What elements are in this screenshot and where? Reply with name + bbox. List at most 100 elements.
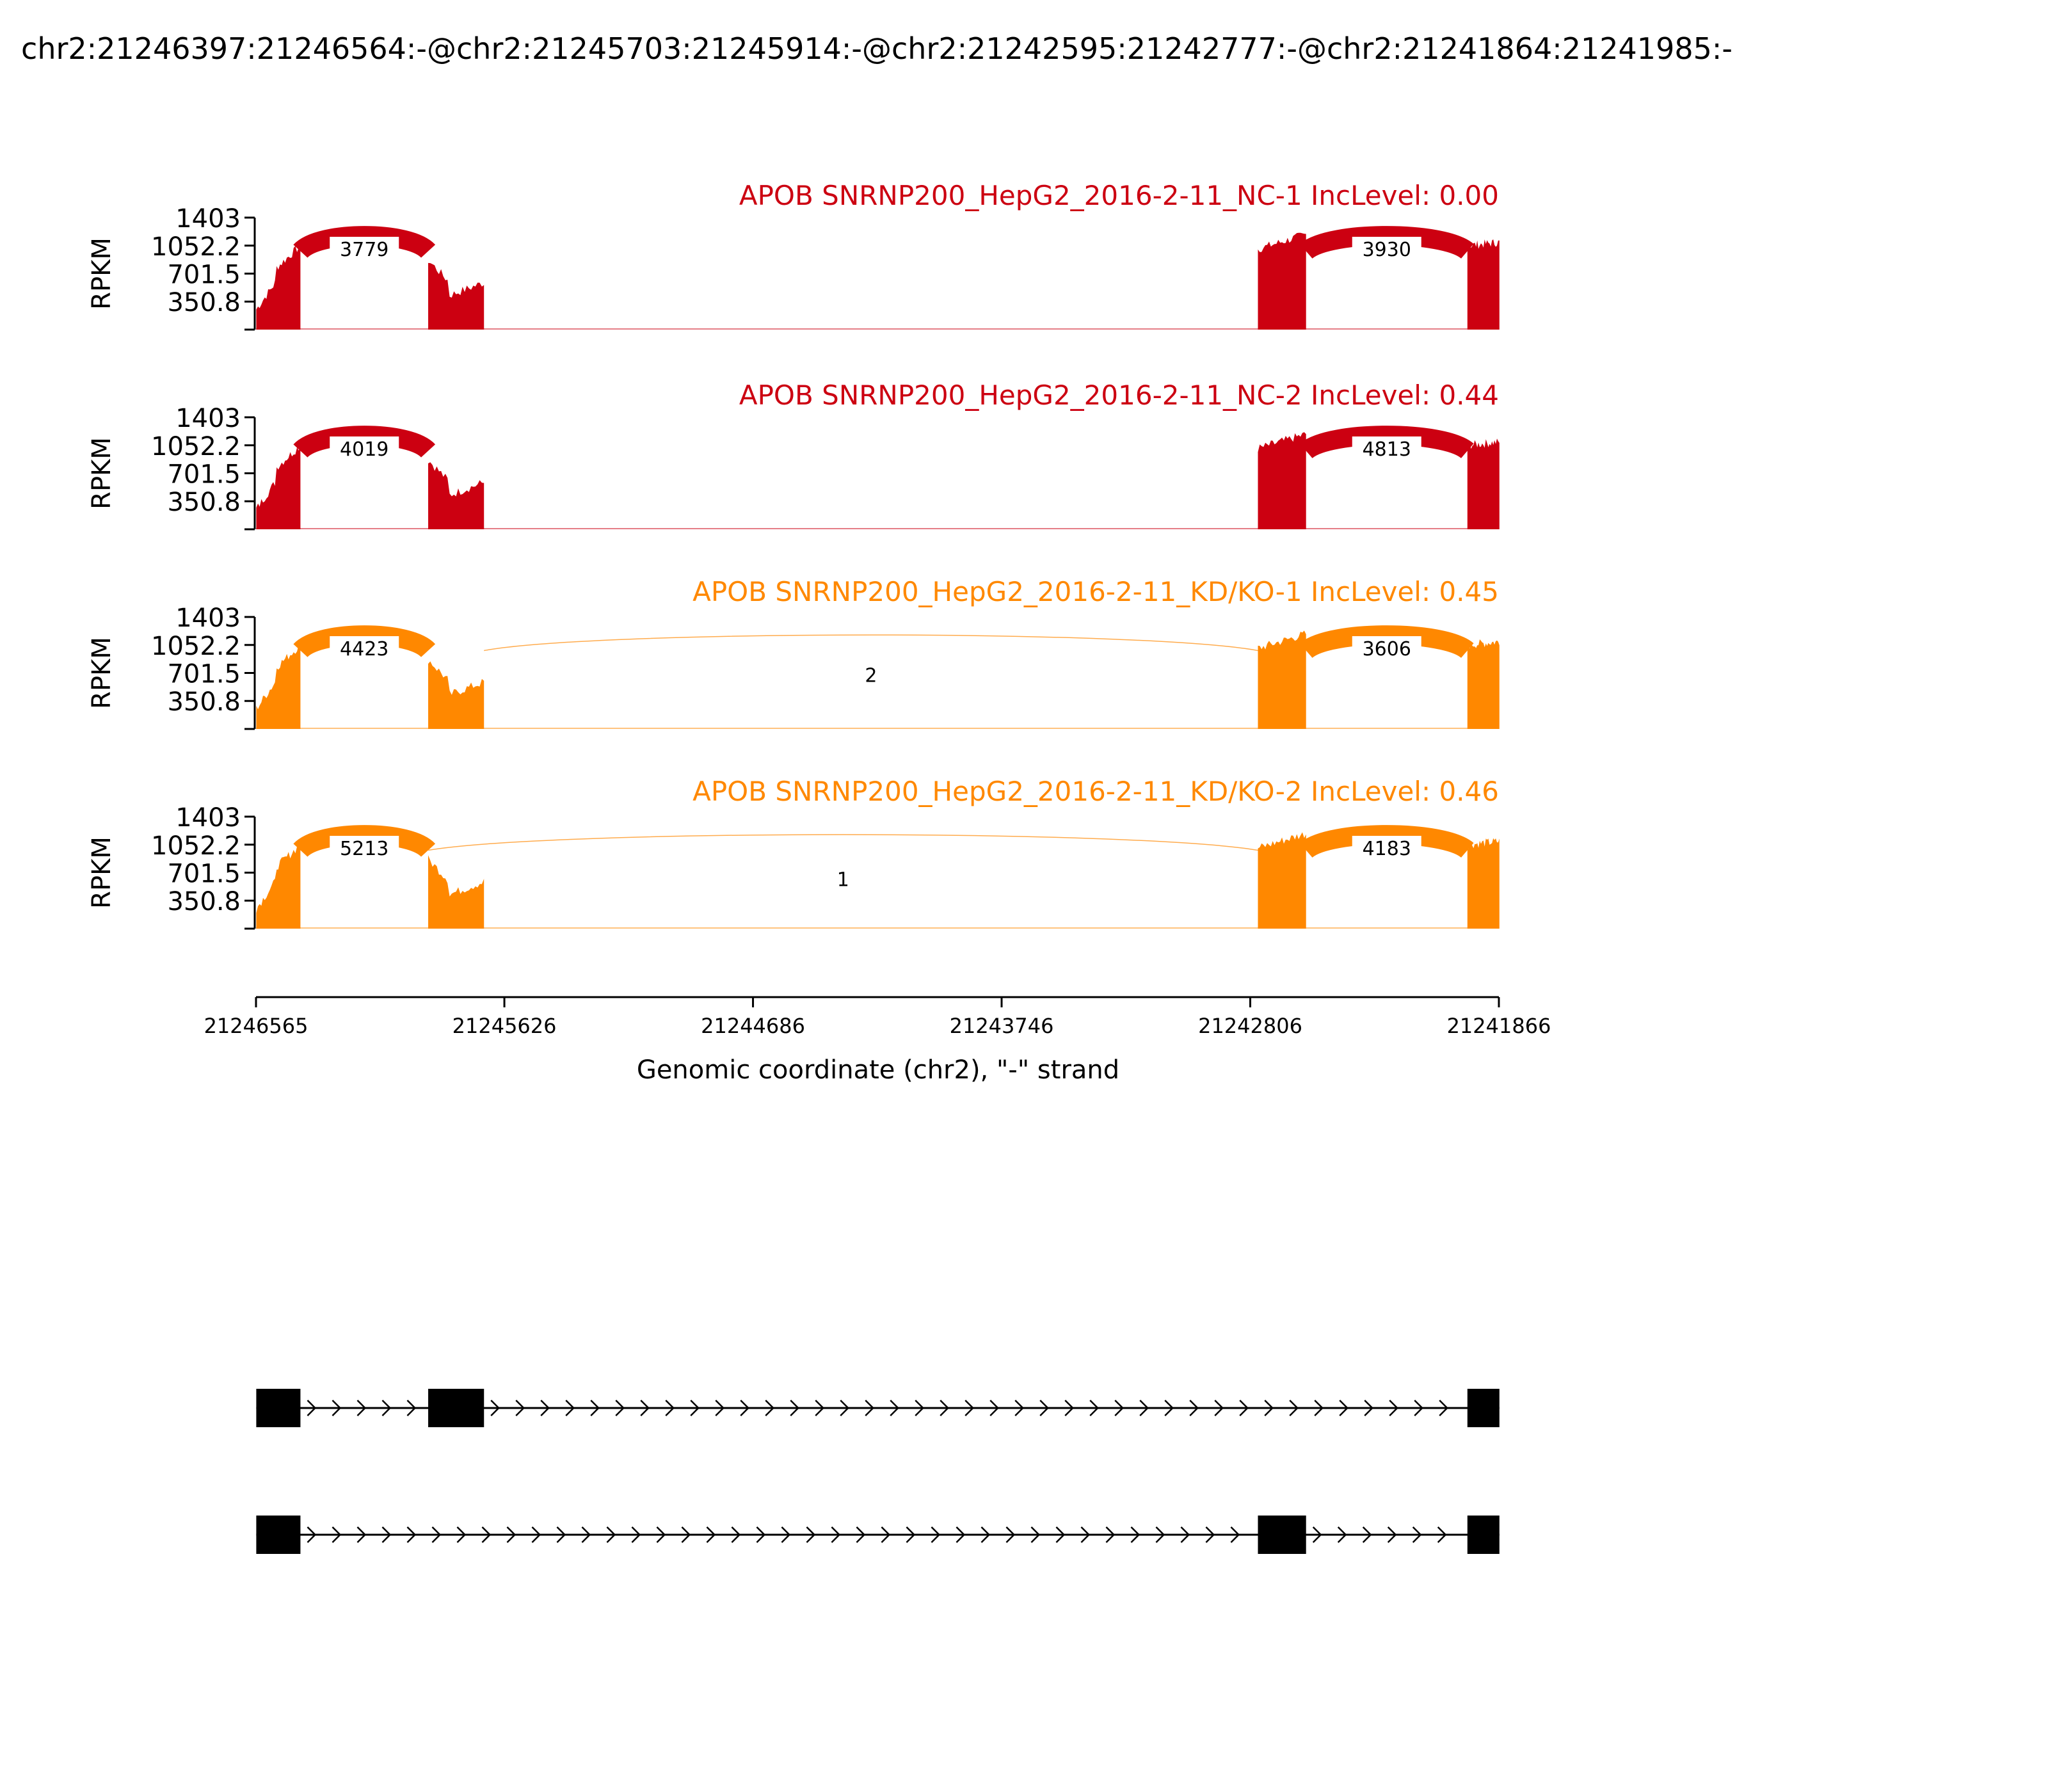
strand-arrow: [781, 1526, 791, 1543]
junction-count: 4019: [340, 438, 388, 461]
strand-arrow: [706, 1526, 716, 1543]
strand-arrow: [1314, 1400, 1324, 1416]
strand-arrow: [940, 1400, 950, 1416]
strand-arrow: [1039, 1400, 1050, 1416]
strand-arrow: [1014, 1400, 1025, 1416]
strand-arrow: [856, 1526, 866, 1543]
strand-arrow: [481, 1526, 492, 1543]
y-tick-label: 1403: [175, 204, 241, 234]
strand-arrow: [356, 1526, 367, 1543]
junction-count: 3606: [1363, 638, 1411, 660]
strand-arrow: [1312, 1526, 1322, 1543]
strand-arrow: [806, 1526, 816, 1543]
strand-arrow: [1105, 1526, 1116, 1543]
strand-arrow: [890, 1400, 900, 1416]
x-tick-label: 21243746: [950, 1014, 1054, 1038]
junction-arc: [1299, 226, 1474, 259]
strand-arrow: [1414, 1400, 1424, 1416]
strand-arrow: [1139, 1400, 1149, 1416]
strand-arrow: [1214, 1400, 1224, 1416]
track-label: APOB SNRNP200_HepG2_2016-2-11_KD/KO-1 In…: [692, 576, 1499, 607]
y-tick-label: 350.8: [167, 887, 241, 916]
strand-arrow: [956, 1526, 966, 1543]
strand-arrow: [865, 1400, 875, 1416]
junction-label-bg: [1352, 836, 1421, 861]
strand-arrow: [356, 1400, 367, 1416]
strand-arrow: [1437, 1526, 1447, 1543]
strand-arrow: [1080, 1526, 1091, 1543]
strand-arrow: [332, 1526, 342, 1543]
y-tick-label: 701.5: [167, 860, 241, 889]
exon-coverage-3: [1258, 832, 1306, 929]
junction-count: 4813: [1363, 438, 1411, 461]
exon-coverage-2: [428, 262, 484, 330]
strand-arrow: [815, 1400, 825, 1416]
strand-arrow: [332, 1400, 342, 1416]
strand-arrow: [1114, 1400, 1124, 1416]
x-tick-label: 21244686: [701, 1014, 805, 1038]
y-axis-label: RPKM: [87, 437, 116, 509]
exon-box: [1467, 1516, 1500, 1554]
strand-arrow: [1439, 1400, 1449, 1416]
strand-arrow: [307, 1400, 317, 1416]
strand-arrow: [581, 1526, 591, 1543]
x-tick-label: 21246565: [204, 1014, 308, 1038]
junction-arc: [293, 825, 436, 858]
y-tick-label: 1403: [175, 604, 241, 633]
exon-coverage-1: [256, 446, 301, 529]
isoform-1: [256, 1389, 1500, 1427]
strand-arrow: [1230, 1526, 1240, 1543]
junction-label-bg: [829, 867, 857, 893]
exon-coverage-4: [1467, 239, 1500, 330]
strand-arrow: [515, 1400, 525, 1416]
isoform-models: [256, 1389, 1500, 1554]
y-axis-label: RPKM: [87, 836, 116, 909]
strand-arrow: [906, 1526, 916, 1543]
strand-arrow: [1412, 1526, 1422, 1543]
y-axis-label: RPKM: [87, 237, 116, 310]
junction-label-bg: [330, 237, 399, 262]
strand-arrow: [1364, 1400, 1374, 1416]
junction-label-bg: [1352, 237, 1421, 262]
strand-arrow: [656, 1526, 666, 1543]
x-axis: 21246565 21245626 21244686 21243746 21242806…: [204, 996, 1551, 1038]
junction-arc: [1299, 625, 1474, 659]
junction-label-bg: [330, 836, 399, 861]
strand-arrow: [1389, 1400, 1399, 1416]
y-tick-label: 701.5: [167, 660, 241, 689]
exon-coverage-4: [1467, 438, 1500, 529]
strand-arrow: [1205, 1526, 1215, 1543]
y-tick-label: 350.8: [167, 687, 241, 717]
strand-arrow: [606, 1526, 616, 1543]
exon-coverage-1: [256, 846, 301, 929]
strand-arrow: [881, 1526, 891, 1543]
strand-arrow: [665, 1400, 675, 1416]
strand-arrow: [831, 1526, 841, 1543]
strand-arrow: [915, 1400, 925, 1416]
y-tick-label: 1403: [175, 803, 241, 833]
junction-label-bg: [330, 436, 399, 462]
strand-arrow: [1387, 1526, 1397, 1543]
strand-arrow: [1030, 1526, 1041, 1543]
exon-coverage-2: [428, 855, 484, 929]
strand-arrow: [1005, 1526, 1016, 1543]
junction-arc: [428, 834, 1258, 851]
junction-count: 2: [865, 665, 877, 687]
strand-arrow: [1130, 1526, 1140, 1543]
strand-arrow: [456, 1526, 467, 1543]
junction-label-bg: [1352, 636, 1421, 662]
strand-arrow: [1337, 1526, 1347, 1543]
junction-count: 3779: [340, 239, 388, 261]
junction-arc: [293, 426, 436, 458]
strand-arrow: [406, 1400, 417, 1416]
strand-arrow: [1264, 1400, 1274, 1416]
strand-arrow: [790, 1400, 800, 1416]
exon-box: [1258, 1516, 1306, 1554]
exon-coverage-4: [1467, 838, 1500, 929]
strand-arrow: [615, 1400, 625, 1416]
strand-arrow: [731, 1526, 741, 1543]
strand-arrow: [1289, 1400, 1299, 1416]
junction-arc: [1299, 825, 1474, 858]
